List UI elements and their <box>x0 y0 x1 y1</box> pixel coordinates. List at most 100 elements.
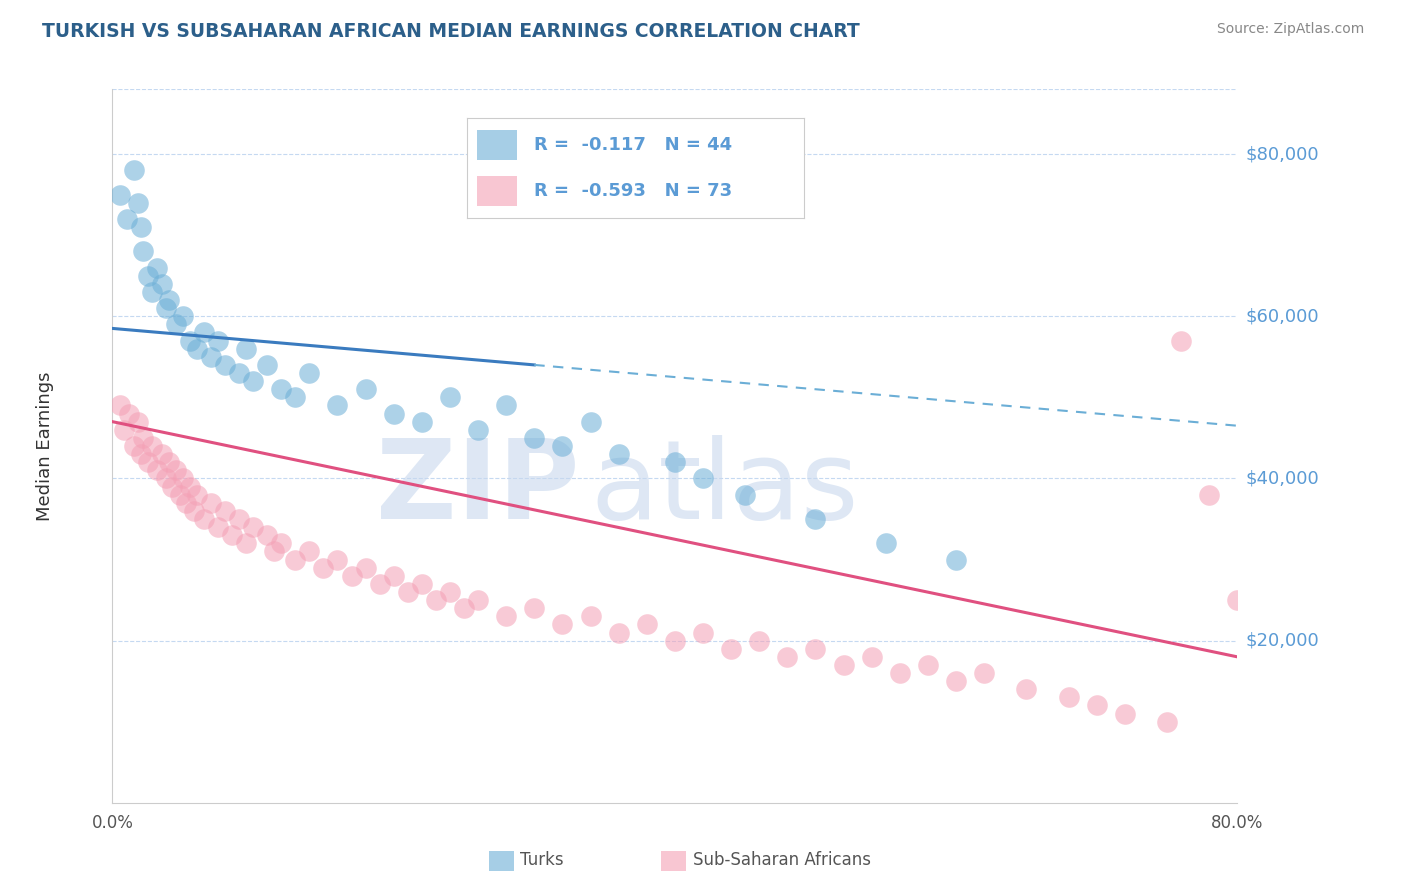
FancyBboxPatch shape <box>489 851 515 871</box>
Point <box>122 439 145 453</box>
Point <box>692 625 714 640</box>
Point <box>193 326 215 340</box>
Point <box>200 350 222 364</box>
Point <box>160 479 183 493</box>
Point <box>129 220 152 235</box>
Point <box>467 423 489 437</box>
Point <box>340 568 363 582</box>
Point <box>396 585 419 599</box>
FancyBboxPatch shape <box>661 851 686 871</box>
Point <box>235 536 257 550</box>
Point <box>804 512 827 526</box>
Point <box>155 301 177 315</box>
Text: Source: ZipAtlas.com: Source: ZipAtlas.com <box>1216 22 1364 37</box>
Point <box>664 633 686 648</box>
Point <box>298 544 321 558</box>
Point <box>917 657 939 672</box>
Text: Turks: Turks <box>520 851 564 869</box>
Point <box>165 463 187 477</box>
Point <box>973 666 995 681</box>
Point <box>439 390 461 404</box>
Point <box>832 657 855 672</box>
Point <box>157 455 180 469</box>
Point <box>748 633 770 648</box>
Point <box>312 560 335 574</box>
Point <box>411 415 433 429</box>
Point <box>1170 334 1192 348</box>
Point <box>270 536 292 550</box>
Point <box>270 382 292 396</box>
Point <box>263 544 285 558</box>
Point <box>425 593 447 607</box>
Point <box>945 674 967 689</box>
Point <box>607 625 630 640</box>
Point <box>129 447 152 461</box>
Point <box>368 577 391 591</box>
Text: $40,000: $40,000 <box>1246 469 1319 487</box>
Point <box>155 471 177 485</box>
Point <box>242 374 264 388</box>
Point <box>326 552 349 566</box>
Point <box>1156 714 1178 729</box>
Point <box>141 439 163 453</box>
Point <box>214 358 236 372</box>
Text: Sub-Saharan Africans: Sub-Saharan Africans <box>693 851 870 869</box>
Text: $80,000: $80,000 <box>1246 145 1319 163</box>
Text: $20,000: $20,000 <box>1246 632 1319 649</box>
Point <box>1114 706 1136 721</box>
Point <box>284 390 307 404</box>
Point <box>150 447 173 461</box>
Point <box>1085 698 1108 713</box>
Point <box>132 244 155 259</box>
Point <box>1254 625 1277 640</box>
Point <box>734 488 756 502</box>
Text: ZIP: ZIP <box>375 435 579 542</box>
Point <box>256 528 278 542</box>
Point <box>664 455 686 469</box>
Text: TURKISH VS SUBSAHARAN AFRICAN MEDIAN EARNINGS CORRELATION CHART: TURKISH VS SUBSAHARAN AFRICAN MEDIAN EAR… <box>42 22 860 41</box>
Point <box>692 471 714 485</box>
Point <box>523 601 546 615</box>
Point <box>207 520 229 534</box>
Point <box>235 342 257 356</box>
Point <box>172 471 194 485</box>
Point <box>200 496 222 510</box>
Point <box>127 415 149 429</box>
Point <box>1057 690 1080 705</box>
Point <box>326 399 349 413</box>
Point <box>439 585 461 599</box>
Point <box>720 641 742 656</box>
Point <box>214 504 236 518</box>
Point <box>256 358 278 372</box>
Point <box>382 407 405 421</box>
Point <box>354 382 377 396</box>
Point <box>495 609 517 624</box>
Point <box>115 211 138 226</box>
Point <box>193 512 215 526</box>
Point <box>165 318 187 332</box>
Point <box>1198 488 1220 502</box>
Point <box>860 649 883 664</box>
Point <box>118 407 141 421</box>
Point <box>579 609 602 624</box>
Point <box>169 488 191 502</box>
Point <box>221 528 243 542</box>
Point <box>467 593 489 607</box>
Point <box>1015 682 1038 697</box>
Point <box>945 552 967 566</box>
Point <box>150 277 173 291</box>
Point <box>523 431 546 445</box>
Point <box>579 415 602 429</box>
Point <box>186 342 208 356</box>
Point <box>179 334 201 348</box>
Point <box>875 536 897 550</box>
Point <box>242 520 264 534</box>
Point <box>382 568 405 582</box>
Point <box>172 310 194 324</box>
Point <box>607 447 630 461</box>
Point <box>108 399 131 413</box>
Point <box>1226 593 1249 607</box>
Point <box>889 666 911 681</box>
Point <box>122 163 145 178</box>
Point <box>141 285 163 299</box>
